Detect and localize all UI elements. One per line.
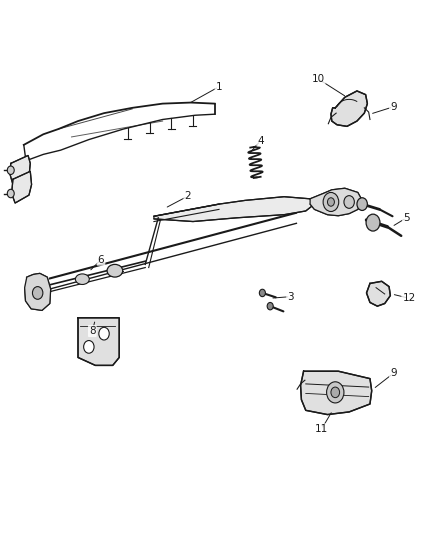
Circle shape [32, 287, 43, 300]
Polygon shape [154, 197, 314, 222]
Text: 1: 1 [215, 82, 223, 92]
Circle shape [327, 382, 344, 403]
Circle shape [259, 289, 265, 297]
Text: 7: 7 [24, 277, 31, 287]
Circle shape [331, 387, 339, 398]
Text: 6: 6 [98, 255, 104, 264]
Polygon shape [300, 371, 372, 415]
Text: 8: 8 [89, 326, 95, 336]
Polygon shape [10, 156, 30, 184]
Circle shape [357, 198, 367, 211]
Circle shape [7, 189, 14, 198]
Circle shape [344, 196, 354, 208]
Text: 12: 12 [403, 293, 416, 303]
Polygon shape [12, 171, 32, 203]
Polygon shape [331, 91, 367, 126]
Text: 9: 9 [390, 102, 397, 112]
Text: 5: 5 [403, 213, 410, 223]
Ellipse shape [75, 274, 89, 285]
Circle shape [323, 192, 339, 212]
Polygon shape [367, 281, 390, 306]
Circle shape [7, 166, 14, 174]
Ellipse shape [107, 264, 123, 277]
Text: 2: 2 [184, 191, 191, 201]
Polygon shape [25, 273, 51, 310]
Text: 9: 9 [390, 368, 397, 378]
Circle shape [99, 327, 109, 340]
Circle shape [366, 214, 380, 231]
Circle shape [328, 198, 334, 206]
Text: 10: 10 [311, 74, 325, 84]
Polygon shape [310, 188, 362, 216]
Circle shape [267, 302, 273, 310]
Circle shape [84, 341, 94, 353]
Polygon shape [78, 318, 119, 366]
Text: 3: 3 [287, 292, 294, 302]
Text: 11: 11 [315, 424, 328, 434]
Text: 4: 4 [258, 135, 264, 146]
